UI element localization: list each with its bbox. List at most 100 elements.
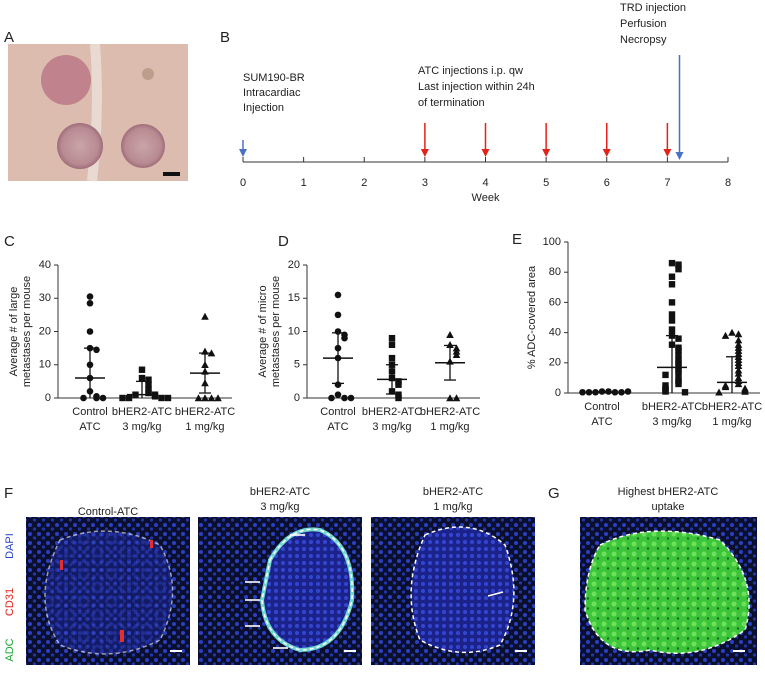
- x-tick-label: 1 mg/kg: [712, 416, 751, 428]
- point: [93, 394, 100, 402]
- point: [721, 383, 730, 391]
- point: [125, 394, 133, 402]
- channel-label: DAPI: [4, 533, 16, 559]
- point: [334, 311, 342, 319]
- point: [145, 381, 152, 388]
- image-label: Highest bHER2-ATC: [618, 486, 719, 498]
- point: [452, 350, 461, 358]
- x-tick-label: bHER2-ATC: [362, 406, 422, 418]
- image-label: bHER2-ATC: [423, 486, 483, 498]
- y-axis-label: % ADC-covered area: [526, 265, 538, 369]
- annotation: ATC injections i.p. qw: [418, 65, 523, 77]
- point: [675, 368, 682, 376]
- annotation: Last injection within 24h: [418, 81, 535, 93]
- point: [668, 281, 676, 288]
- x-tick-label: 0: [240, 177, 246, 189]
- point: [341, 394, 348, 402]
- micrograph: [371, 517, 535, 665]
- x-tick-label: 3 mg/kg: [372, 421, 411, 433]
- y-tick-label: 30: [39, 292, 51, 304]
- x-tick-label: bHER2-ATC: [420, 406, 480, 418]
- x-tick-label: 6: [604, 177, 610, 189]
- x-tick-label: ATC: [79, 421, 100, 433]
- annotation: TRD injection: [620, 2, 686, 14]
- x-tick-label: 7: [664, 177, 670, 189]
- y-tick-label: 15: [288, 292, 300, 304]
- panel-letter: D: [278, 233, 289, 250]
- image-label: 1 mg/kg: [433, 501, 472, 513]
- y-tick-label: 80: [549, 266, 561, 278]
- y-tick-label: 5: [294, 359, 300, 371]
- arrow-head: [602, 149, 611, 157]
- point: [395, 381, 402, 388]
- annotation: Necropsy: [620, 34, 667, 46]
- point: [662, 388, 669, 395]
- point: [734, 380, 743, 388]
- x-tick-label: 1 mg/kg: [185, 421, 224, 433]
- point: [145, 376, 152, 383]
- point: [675, 265, 682, 273]
- error-bar: [717, 356, 747, 393]
- point: [341, 334, 348, 342]
- point: [668, 299, 676, 306]
- image-label: uptake: [651, 501, 684, 513]
- annotation: Injection: [243, 102, 284, 114]
- y-tick-label: 100: [543, 236, 561, 248]
- point: [99, 394, 107, 402]
- y-tick-label: 20: [288, 259, 300, 271]
- y-tick-label: 20: [549, 357, 561, 369]
- point: [80, 394, 87, 402]
- annotation: Perfusion: [620, 18, 666, 30]
- x-tick-label: 3 mg/kg: [122, 421, 161, 433]
- panel-letter: G: [548, 485, 560, 502]
- arrow-head: [663, 149, 672, 157]
- x-tick-label: 5: [543, 177, 549, 189]
- annotation: SUM190-BR: [243, 72, 305, 84]
- micrograph: [26, 517, 190, 665]
- annotation: Intracardiac: [243, 87, 301, 99]
- point: [579, 388, 586, 396]
- point: [668, 326, 676, 333]
- error-bar: [323, 332, 353, 385]
- y-tick-label: 10: [39, 359, 51, 371]
- error-bar: [377, 364, 407, 395]
- y-tick-label: 10: [288, 325, 300, 337]
- x-tick-label: Control: [72, 406, 107, 418]
- point: [734, 330, 743, 338]
- error-bar: [657, 334, 687, 393]
- arrow: [602, 123, 611, 157]
- image-label: Control-ATC: [78, 506, 138, 518]
- point: [334, 291, 342, 299]
- histology-image: [8, 43, 188, 182]
- y-axis-label: metastases per mouse: [270, 276, 282, 387]
- image-label: 3 mg/kg: [260, 501, 299, 513]
- arrow-head: [481, 149, 490, 157]
- point: [662, 371, 669, 379]
- x-tick-label: bHER2-ATC: [175, 406, 235, 418]
- arrow: [481, 123, 490, 157]
- micrograph: [198, 517, 362, 665]
- point: [395, 394, 402, 402]
- arrow: [675, 55, 684, 160]
- point: [675, 352, 682, 359]
- point: [715, 388, 723, 396]
- panel-letter: B: [220, 29, 230, 46]
- x-tick-label: Control: [320, 406, 355, 418]
- x-axis-label: Week: [472, 192, 500, 204]
- error-bar: [127, 380, 157, 398]
- y-tick-label: 60: [549, 296, 561, 308]
- x-tick-label: Control: [584, 401, 619, 413]
- point: [668, 311, 676, 318]
- y-tick-label: 0: [555, 387, 561, 399]
- point: [668, 317, 676, 324]
- point: [119, 394, 126, 402]
- point: [151, 393, 159, 400]
- panel-letter: E: [512, 231, 522, 248]
- point: [446, 331, 454, 339]
- point: [675, 380, 682, 388]
- channel-label: ADC: [4, 638, 16, 661]
- point: [446, 394, 454, 402]
- point: [328, 394, 335, 402]
- arrow: [542, 123, 551, 157]
